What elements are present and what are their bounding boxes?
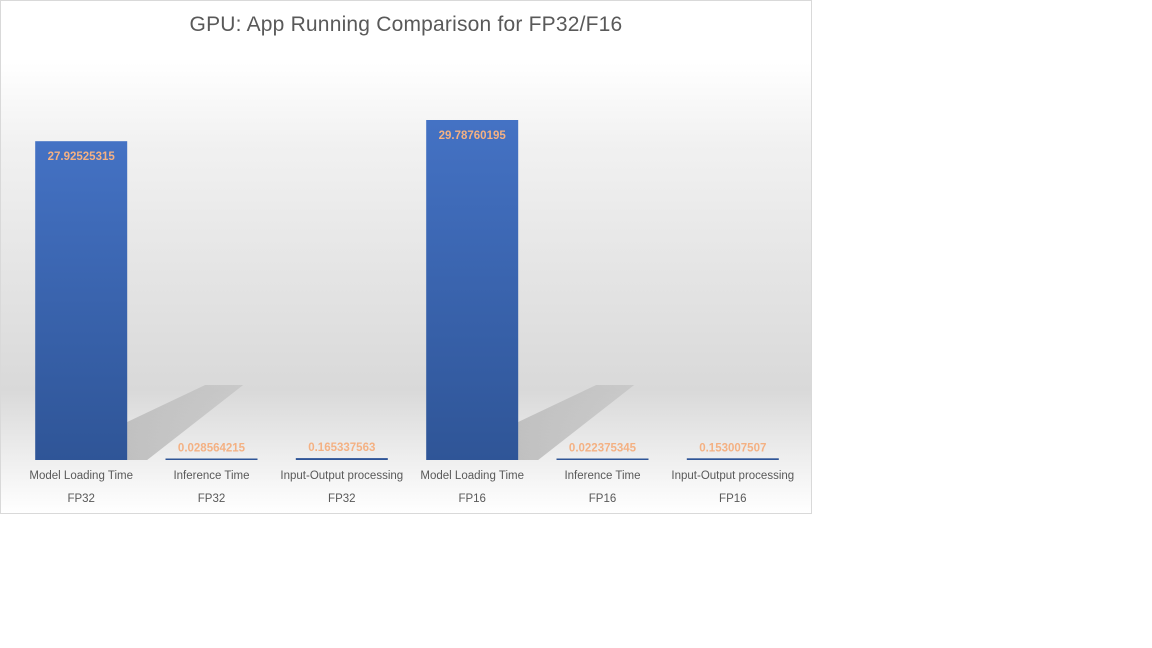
chart-title: GPU: App Running Comparison for FP32/F16 — [189, 13, 623, 36]
bar-3 — [295, 458, 388, 460]
bar-2 — [165, 458, 258, 460]
bar-1 — [35, 141, 128, 460]
x-tick-label-6: Input-Output processing — [671, 470, 794, 482]
bar-4 — [426, 120, 519, 460]
x-tick-label-1: Model Loading Time — [29, 470, 133, 482]
x-group-label-1: FP32 — [67, 493, 95, 505]
data-label-4: 29.78760195 — [439, 130, 507, 142]
data-label-5: 0.022375345 — [569, 443, 637, 455]
data-label-2: 0.028564215 — [178, 443, 246, 455]
bar-5 — [556, 458, 649, 460]
data-label-1: 27.92525315 — [48, 151, 116, 163]
data-label-6: 0.153007507 — [699, 442, 766, 454]
bar-shadow — [518, 385, 635, 460]
x-group-label-4: FP16 — [458, 493, 486, 505]
x-group-label-2: FP32 — [198, 493, 226, 505]
bar-6 — [686, 458, 779, 460]
data-label-3: 0.165337563 — [308, 442, 375, 454]
x-group-label-6: FP16 — [719, 493, 747, 505]
chart-plot: 27.92525315 0.028564215 0.165337563 29.7876… — [29, 120, 794, 505]
x-group-label-3: FP32 — [328, 493, 356, 505]
x-tick-label-2: Inference Time — [173, 470, 249, 482]
chart-area: GPU: App Running Comparison for FP32/F16… — [0, 0, 812, 514]
x-group-label-5: FP16 — [589, 493, 617, 505]
x-tick-label-4: Model Loading Time — [420, 470, 524, 482]
x-tick-label-3: Input-Output processing — [280, 470, 403, 482]
bar-shadow — [127, 385, 244, 460]
x-tick-label-5: Inference Time — [564, 470, 640, 482]
